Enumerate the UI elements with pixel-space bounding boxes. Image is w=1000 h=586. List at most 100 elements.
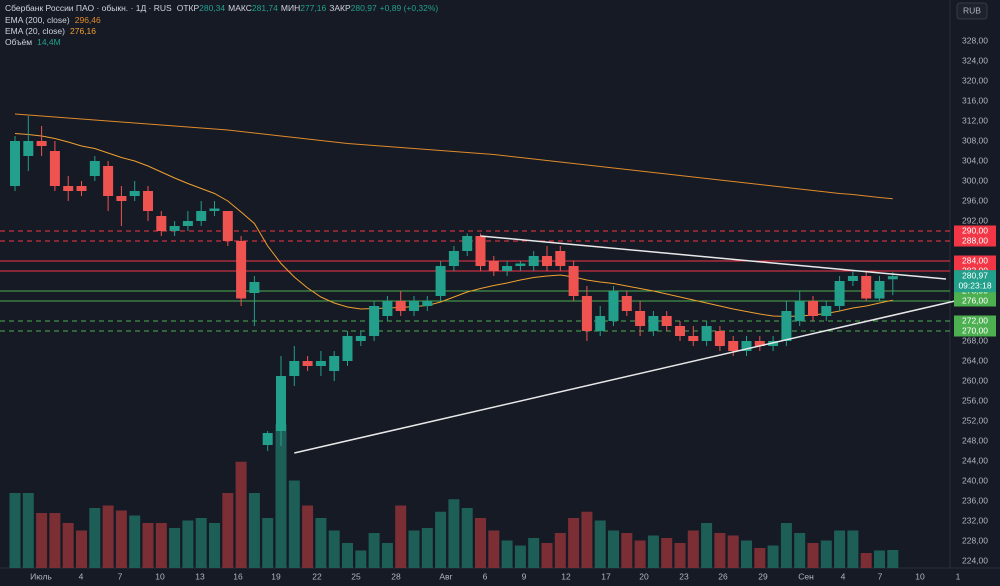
y-tick-label: 260,00	[962, 375, 988, 385]
candle-body	[36, 141, 47, 146]
ohlc-value: 280,34	[199, 3, 225, 13]
volume-bar	[76, 530, 87, 568]
volume-bar	[767, 545, 779, 568]
volume-bar	[820, 540, 832, 568]
title-row: Сбербанк России ПАО · обыкн. · 1Д · RUS О…	[5, 3, 438, 13]
candle-body	[169, 226, 180, 231]
x-tick-label: 6	[483, 571, 488, 581]
candle-body	[182, 221, 193, 226]
candle-body	[369, 306, 380, 336]
trendline	[294, 299, 960, 454]
volume-bar	[408, 530, 420, 568]
candle-body	[475, 236, 486, 266]
volume-bar	[701, 523, 713, 568]
volume-bar	[235, 461, 247, 568]
price-badge	[954, 315, 996, 327]
volume-bar	[608, 530, 619, 568]
x-tick-label: 17	[601, 571, 611, 581]
y-tick-label: 324,00	[962, 55, 988, 65]
volume-bar	[182, 520, 194, 568]
volume-bar	[89, 508, 101, 568]
candle-body	[103, 166, 114, 196]
price-badge-label: 276,00	[962, 295, 988, 305]
volume-bar	[9, 493, 21, 568]
volume-bar	[342, 543, 353, 568]
volume-bar	[129, 515, 141, 568]
candle-body	[236, 241, 247, 299]
candle-body	[76, 186, 87, 191]
candle-body	[701, 326, 712, 341]
candle-body	[315, 361, 326, 366]
volume-bar	[209, 523, 220, 568]
x-tick-label: 7	[878, 571, 883, 581]
volume-bar	[581, 511, 593, 568]
candle-body	[675, 326, 685, 336]
volume-bar	[381, 543, 393, 568]
y-tick-label: 308,00	[962, 135, 988, 145]
volume-bar	[621, 533, 633, 568]
overlay: 290,00288,00284,00282,00278,00276,00272,…	[954, 225, 996, 337]
candle-body	[808, 301, 818, 316]
volume-bar	[754, 548, 766, 568]
volume-bar	[727, 535, 739, 568]
candle-body	[635, 311, 646, 326]
volume-bar	[647, 535, 659, 568]
volume-bar	[448, 499, 460, 568]
candle-body	[262, 433, 273, 445]
candle-body	[209, 208, 220, 211]
x-tick-label: 28	[391, 571, 401, 581]
candle-body	[382, 301, 393, 316]
indicator-legend: EMA (200, close) 296,46	[5, 15, 101, 25]
candle-body	[781, 311, 792, 341]
candle-body	[249, 282, 260, 293]
volume-bar	[62, 523, 74, 568]
volume-bar	[488, 530, 500, 568]
volume-bar	[847, 530, 859, 568]
y-tick-label: 296,00	[962, 195, 988, 205]
candle-body	[621, 296, 632, 311]
candle-body	[648, 316, 659, 331]
volume-bar	[421, 528, 433, 568]
volume-bar	[741, 540, 752, 568]
candle-body	[847, 276, 858, 281]
volume-bar	[355, 550, 367, 568]
ohlc-name: ЗАКР	[329, 3, 351, 13]
candle-body	[355, 336, 366, 341]
candle-body	[329, 356, 340, 371]
candle-body	[581, 296, 592, 331]
candle-body	[874, 281, 885, 299]
candle-body	[10, 141, 20, 186]
candle-body	[834, 281, 845, 306]
y-tick-label: 256,00	[962, 395, 988, 405]
price-badge-label: 290,00	[962, 225, 988, 235]
volume-bar	[514, 545, 526, 568]
indicator-legend: EMA (20, close) 276,16	[5, 26, 96, 36]
ohlc-value: 281,74	[252, 3, 278, 13]
currency-button[interactable]	[956, 2, 988, 20]
volume-bar	[288, 480, 300, 568]
candle-body	[515, 263, 526, 266]
volume-bar	[248, 493, 260, 568]
volume-bar	[661, 538, 673, 568]
volume-bar	[554, 533, 566, 568]
candle-body	[116, 196, 127, 201]
x-tick-label: 7	[118, 571, 123, 581]
candle-body	[688, 336, 699, 341]
y-tick-label: 252,00	[962, 415, 988, 425]
volume-bar	[860, 553, 872, 568]
y-tick-label: 244,00	[962, 455, 988, 465]
candle-body	[608, 291, 619, 321]
volume-bar	[475, 518, 486, 568]
volume-bar	[115, 510, 127, 568]
y-tick-label: 316,00	[962, 95, 988, 105]
candle-body	[595, 316, 606, 331]
currency-label[interactable]: RUB	[963, 5, 981, 15]
volume-bar	[834, 530, 846, 568]
volume-bar	[714, 533, 726, 568]
volume-bar	[794, 533, 806, 568]
indicator-value: 296,46	[75, 15, 101, 25]
x-tick-label: 29	[758, 571, 768, 581]
volume-value: 14,4M	[37, 37, 61, 47]
price-badge-label: 284,00	[962, 255, 988, 265]
